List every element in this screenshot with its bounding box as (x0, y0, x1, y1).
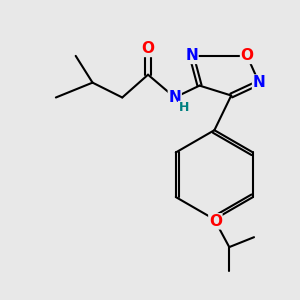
Text: N: N (253, 75, 266, 90)
Text: H: H (178, 101, 189, 114)
Text: O: O (142, 41, 154, 56)
Text: N: N (168, 90, 181, 105)
Text: N: N (185, 48, 198, 63)
Text: O: O (209, 214, 222, 229)
Text: O: O (241, 48, 254, 63)
